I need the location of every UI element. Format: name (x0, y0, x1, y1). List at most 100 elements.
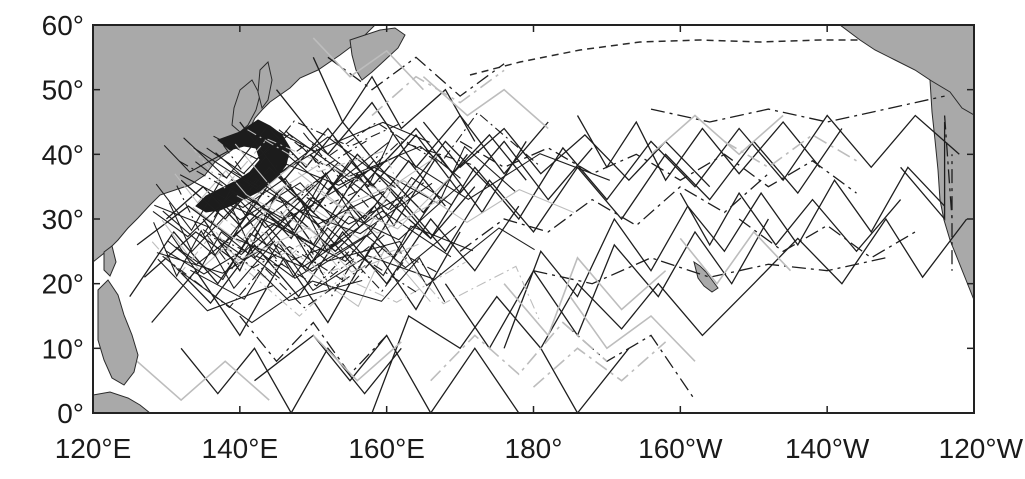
ship-track (239, 121, 593, 201)
y-tick-label: 40° (42, 139, 84, 170)
ship-track (900, 122, 946, 221)
ship-track (386, 114, 960, 240)
ship-track (151, 231, 461, 337)
ship-track (164, 249, 244, 275)
ship-track (189, 138, 323, 189)
ship-track (195, 161, 453, 218)
ship-track (371, 295, 630, 413)
ship-track (247, 129, 409, 208)
ship-track (206, 210, 273, 270)
ship-track (285, 111, 539, 166)
ship-track (296, 232, 385, 281)
ship-track (254, 177, 385, 226)
ship-track (239, 315, 388, 376)
ship-track (222, 119, 408, 180)
ship-track (179, 140, 472, 198)
ship-track (679, 191, 902, 253)
ship-track (503, 166, 946, 349)
ship-track (163, 145, 228, 173)
ship-track (312, 37, 424, 91)
y-tick-label: 0° (57, 398, 84, 429)
ship-track (213, 133, 461, 179)
hawaii-islands (693, 260, 719, 293)
ship-track (236, 183, 448, 234)
aleutian-islands (469, 39, 860, 76)
ship-track (157, 258, 273, 312)
ship-track (136, 360, 270, 402)
ship-track (312, 334, 402, 382)
ship-track (327, 56, 505, 97)
ship-track (738, 218, 916, 259)
ship-track (129, 192, 439, 297)
ship-track (422, 76, 549, 130)
ship-track (234, 225, 474, 278)
x-tick-label: 180° (505, 433, 563, 464)
taiwan-island (103, 245, 117, 277)
ship-track (650, 95, 945, 123)
sakhalin-island (257, 61, 273, 110)
ship-track (430, 321, 608, 382)
ship-track (136, 153, 468, 246)
ship-track (168, 202, 277, 260)
ship-track (226, 235, 347, 279)
ship-track (280, 183, 462, 265)
ship-track (190, 242, 434, 300)
y-tick-label: 50° (42, 75, 84, 106)
korea-peninsula (231, 79, 261, 133)
ship-track (211, 223, 378, 262)
ship-track (309, 132, 395, 187)
ship-track (206, 141, 390, 191)
ship-track (245, 177, 450, 233)
ship-track (306, 195, 405, 225)
x-tick-label: 160°E (348, 433, 425, 464)
ship-track (267, 213, 535, 287)
ship-track (576, 115, 821, 182)
ship-track (532, 341, 667, 388)
ship-track (192, 186, 287, 244)
ship-track (176, 180, 238, 238)
x-tick-label: 160°W (638, 433, 723, 464)
ship-track (943, 115, 953, 271)
y-tick-label: 30° (42, 204, 84, 235)
ship-track (155, 182, 220, 232)
ship-track (444, 218, 769, 350)
x-axis-tick-labels: 120°E 140°E 160°E 180° 160°W 140°W 120°W (55, 433, 1024, 464)
ship-track (297, 171, 575, 224)
ship-track (202, 229, 386, 286)
ship-track (154, 172, 361, 231)
ship-track (679, 230, 792, 286)
ship-track (302, 132, 381, 191)
dense-track-cluster (151, 111, 610, 324)
ship-track (277, 176, 383, 207)
y-axis-tick-labels: 0° 10° 20° 30° 40° 50° 60° (42, 10, 84, 429)
ship-track (152, 162, 339, 238)
x-tick-label: 140°W (785, 433, 870, 464)
ship-track (153, 222, 276, 290)
x-tick-label: 120°E (55, 433, 132, 464)
ship-track (233, 259, 466, 317)
y-tick-label: 10° (42, 333, 84, 364)
x-tick-label: 140°E (202, 433, 279, 464)
ship-track (459, 140, 857, 194)
x-tick-label: 120°W (939, 433, 1024, 464)
ship-track (650, 114, 784, 156)
philippines-islands (97, 279, 139, 386)
ship-track (183, 121, 430, 179)
borneo-landmass (93, 391, 151, 413)
ship-track (503, 256, 667, 337)
ship-track (165, 205, 520, 305)
ship-track (235, 238, 344, 268)
ship-track (308, 245, 356, 297)
axis-ticks (92, 24, 975, 414)
ship-track (371, 69, 505, 117)
y-tick-label: 60° (42, 10, 84, 41)
ship-track (533, 257, 887, 285)
ship-track (268, 120, 527, 181)
ship-track (261, 231, 540, 320)
ship-track (216, 182, 352, 238)
ship-track (180, 347, 402, 413)
ship-track (193, 136, 396, 191)
y-tick-label: 20° (42, 269, 84, 300)
ship-track (265, 265, 366, 309)
